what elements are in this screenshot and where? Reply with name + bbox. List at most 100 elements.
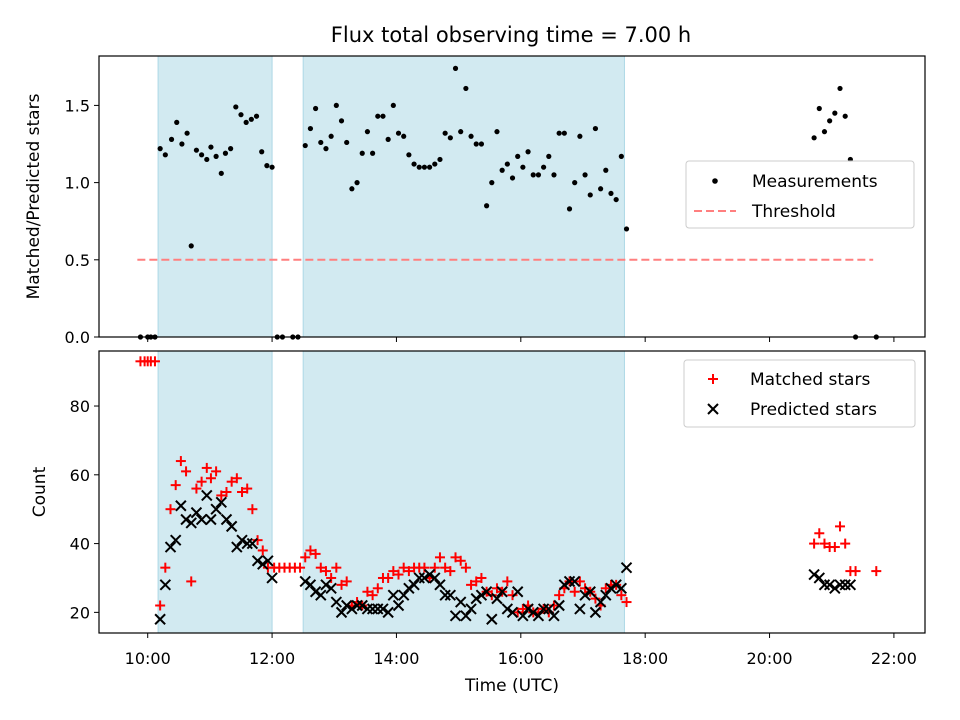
predicted-star-marker-b — [413, 572, 425, 584]
x-tick-label: 16:00 — [498, 649, 544, 668]
predicted-star-marker-b — [574, 603, 586, 615]
measurement-point — [313, 105, 319, 112]
predicted-star-marker-b — [449, 610, 462, 622]
predicted-star-marker — [480, 586, 493, 598]
measurement-point — [608, 190, 614, 197]
predicted-star-marker — [610, 579, 622, 591]
predicted-star-marker-b — [558, 579, 571, 591]
predicted-star-marker — [439, 589, 451, 601]
predicted-star-marker — [408, 579, 420, 591]
predicted-star-marker-b — [169, 534, 182, 546]
predicted-star-marker — [231, 541, 243, 553]
predicted-star-marker-b — [392, 599, 405, 612]
matched-star-marker — [331, 562, 342, 573]
predicted-star-marker-b — [429, 572, 441, 584]
predicted-star-marker-b — [454, 596, 467, 608]
matched-star-marker — [205, 473, 216, 484]
predicted-star-marker-b — [215, 496, 228, 509]
predicted-star-marker — [159, 579, 172, 591]
measurement-point — [816, 105, 822, 112]
measurement-point — [188, 243, 194, 249]
predicted-star-marker-b — [517, 610, 529, 622]
predicted-star-marker-b — [403, 582, 415, 594]
predicted-star-marker — [195, 513, 208, 526]
matched-star-marker — [388, 566, 399, 577]
matched-star-marker — [155, 600, 166, 611]
predicted-star-marker-b — [501, 603, 514, 615]
predicted-star-marker — [605, 582, 617, 594]
matched-star-marker — [517, 603, 528, 614]
matched-star-marker — [835, 521, 846, 532]
predicted-star-marker — [169, 534, 182, 546]
y-axis-label: Count — [30, 466, 50, 517]
measurement-point — [302, 142, 308, 149]
predicted-star-marker — [304, 579, 317, 591]
matched-star-marker — [507, 590, 518, 601]
predicted-star-marker-b — [299, 575, 311, 588]
predicted-star-marker — [818, 579, 831, 591]
predicted-star-marker — [210, 503, 222, 515]
predicted-star-marker — [454, 596, 467, 608]
measurement-point — [598, 186, 604, 192]
measurement-point — [222, 150, 229, 156]
predicted-star-marker — [320, 579, 332, 591]
matched-star-marker — [403, 566, 414, 577]
predicted-star-marker-b — [537, 603, 550, 615]
predicted-star-marker — [475, 589, 488, 601]
measurement-point — [401, 133, 407, 139]
predicted-star-marker-b — [839, 579, 851, 591]
measurement-point — [162, 152, 168, 158]
predicted-star-marker-b — [266, 572, 278, 584]
matched-star-marker — [221, 487, 232, 497]
measurement-point — [253, 113, 260, 119]
matched-star-marker — [548, 600, 559, 611]
predicted-star-marker — [543, 603, 555, 615]
measurement-point — [546, 153, 552, 159]
predicted-star-marker-b — [164, 541, 177, 553]
measurement-point — [592, 125, 599, 132]
predicted-star-marker-b — [241, 537, 253, 550]
predicted-star-marker-b — [231, 541, 243, 553]
measurement-point — [468, 133, 474, 139]
measurement-point — [427, 164, 433, 170]
measurement-point — [494, 129, 500, 135]
measurement-point — [385, 136, 391, 142]
predicted-star-marker — [563, 575, 576, 588]
matched-star-marker — [310, 548, 321, 559]
measurement-point — [364, 129, 371, 135]
measurement-point — [213, 153, 219, 159]
x-tick-label: 18:00 — [622, 649, 668, 668]
predicted-star-marker-b — [808, 568, 820, 581]
predicted-star-marker — [180, 513, 192, 526]
measurement-point — [458, 129, 464, 135]
predicted-star-marker-b — [615, 582, 628, 594]
predicted-star-marker-b — [818, 579, 831, 591]
measurement-point — [613, 196, 619, 203]
measurement-point — [535, 172, 542, 178]
matched-star-marker — [320, 566, 331, 577]
measurement-point — [478, 141, 485, 147]
measurement-point — [541, 164, 547, 170]
predicted-star-marker — [413, 572, 425, 584]
measurement-point — [489, 180, 495, 186]
measurement-point — [437, 156, 443, 163]
x-tick-label: 20:00 — [746, 649, 792, 668]
matched-star-marker — [191, 483, 202, 494]
measurement-point — [525, 149, 531, 155]
measurement-point — [199, 152, 205, 158]
predicted-star-marker-b — [346, 603, 358, 615]
predicted-star-marker — [392, 599, 405, 612]
predicted-star-marker-b — [356, 599, 368, 612]
predicted-star-marker — [496, 586, 508, 598]
measurement-point — [174, 119, 180, 125]
predicted-star-marker-b — [480, 586, 493, 598]
predicted-star-marker-b — [351, 599, 363, 612]
measurement-point — [572, 180, 578, 186]
predicted-star-marker-b — [834, 579, 846, 591]
predicted-star-marker-b — [387, 589, 400, 601]
matched-star-marker — [295, 562, 306, 573]
predicted-star-marker — [315, 589, 327, 601]
predicted-star-marker-b — [594, 596, 607, 608]
predicted-star-marker — [403, 582, 415, 594]
predicted-star-marker — [486, 613, 498, 625]
